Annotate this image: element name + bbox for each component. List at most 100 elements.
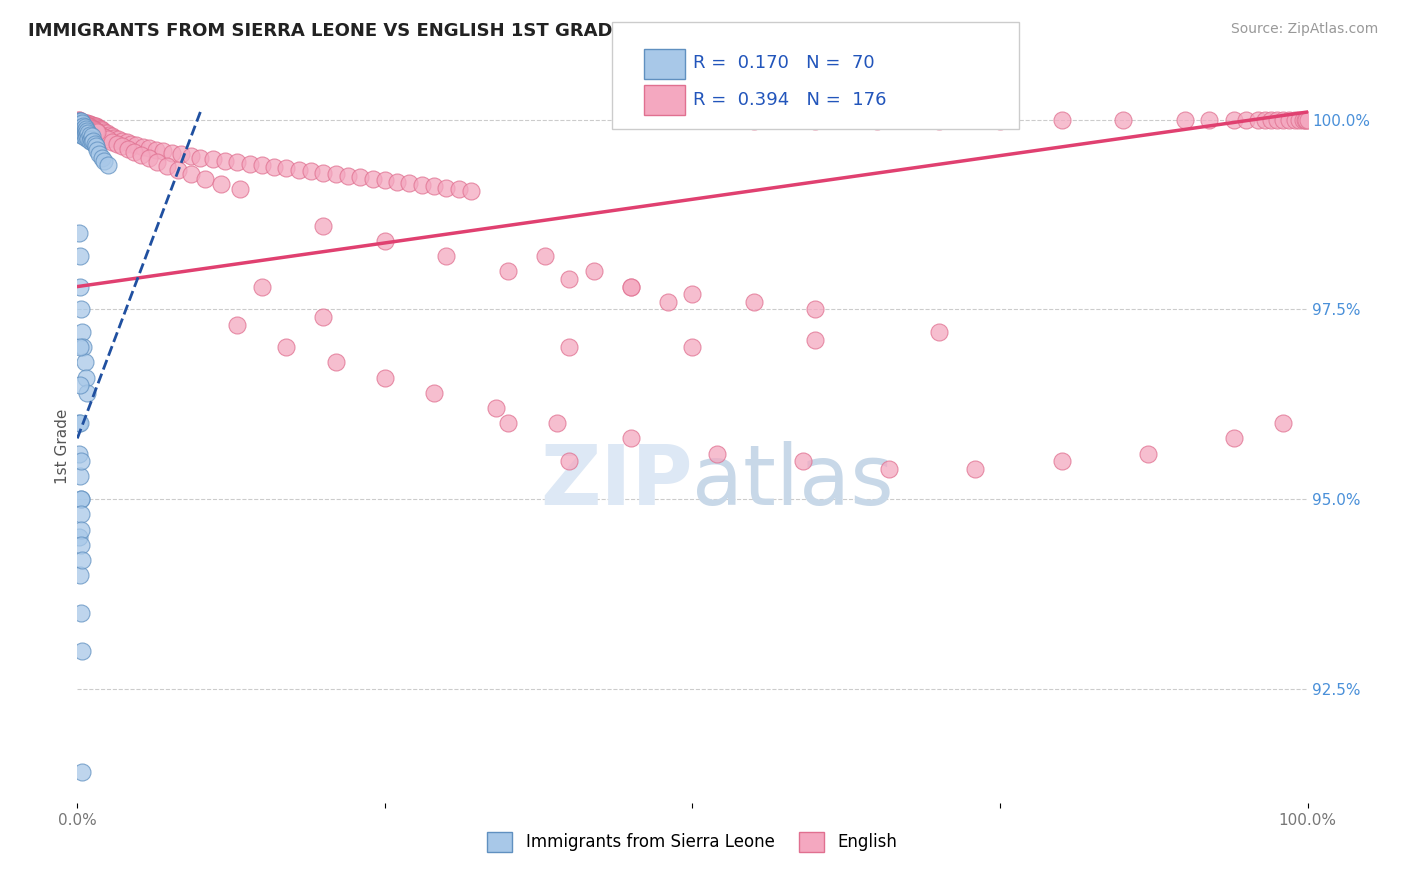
- Point: [67, 116, 90, 130]
- Point: [107, 132, 129, 146]
- Text: IMMIGRANTS FROM SIERRA LEONE VS ENGLISH 1ST GRADE CORRELATION CHART: IMMIGRANTS FROM SIERRA LEONE VS ENGLISH …: [28, 22, 846, 40]
- Text: R =  0.170   N =  70: R = 0.170 N = 70: [693, 54, 875, 72]
- Point: [67, 119, 90, 133]
- Point: [86, 120, 108, 135]
- Point: [103, 130, 125, 145]
- Point: [70, 325, 93, 339]
- Point: [1223, 113, 1246, 128]
- Point: [75, 126, 97, 140]
- Point: [96, 126, 118, 140]
- Point: [93, 125, 115, 139]
- Point: [180, 149, 202, 163]
- Point: [276, 340, 298, 354]
- Point: [138, 151, 160, 165]
- Point: [879, 462, 901, 476]
- Point: [117, 142, 139, 156]
- Text: ZIP: ZIP: [540, 442, 693, 522]
- Point: [111, 139, 132, 153]
- Point: [620, 431, 643, 445]
- Point: [70, 523, 93, 537]
- Point: [97, 132, 120, 146]
- Legend: Immigrants from Sierra Leone, English: Immigrants from Sierra Leone, English: [481, 825, 904, 859]
- Point: [82, 121, 104, 136]
- Point: [77, 120, 100, 135]
- Point: [75, 119, 97, 133]
- Point: [79, 128, 101, 142]
- Point: [928, 114, 950, 128]
- Point: [1260, 113, 1282, 128]
- Point: [75, 130, 97, 145]
- Point: [988, 114, 1011, 128]
- Point: [79, 120, 101, 135]
- Point: [67, 113, 90, 128]
- Point: [250, 158, 273, 172]
- Point: [73, 128, 96, 142]
- Point: [72, 340, 94, 354]
- Point: [82, 123, 104, 137]
- Point: [93, 130, 115, 145]
- Point: [86, 143, 108, 157]
- Point: [70, 492, 93, 507]
- Point: [70, 116, 93, 130]
- Point: [84, 139, 107, 153]
- Point: [83, 124, 105, 138]
- Point: [121, 136, 143, 151]
- Point: [70, 115, 93, 129]
- Point: [620, 279, 643, 293]
- Point: [69, 114, 91, 128]
- Point: [90, 123, 114, 137]
- Point: [928, 325, 950, 339]
- Point: [80, 118, 103, 132]
- Y-axis label: 1st Grade: 1st Grade: [55, 409, 70, 483]
- Point: [69, 568, 91, 582]
- Point: [337, 169, 360, 183]
- Point: [1253, 113, 1275, 128]
- Point: [76, 120, 98, 134]
- Point: [288, 162, 311, 177]
- Point: [1234, 113, 1257, 128]
- Point: [111, 134, 132, 148]
- Point: [70, 553, 93, 567]
- Point: [70, 302, 93, 317]
- Point: [70, 115, 93, 129]
- Point: [70, 120, 93, 135]
- Point: [1223, 431, 1246, 445]
- Point: [1174, 113, 1197, 128]
- Text: R =  0.394   N =  176: R = 0.394 N = 176: [693, 91, 887, 109]
- Point: [167, 162, 190, 177]
- Point: [73, 117, 96, 131]
- Point: [1112, 113, 1135, 128]
- Point: [180, 167, 202, 181]
- Point: [122, 145, 145, 160]
- Point: [411, 178, 433, 192]
- Point: [152, 145, 174, 159]
- Point: [170, 147, 193, 161]
- Point: [447, 182, 470, 196]
- Point: [201, 152, 224, 166]
- Point: [73, 124, 96, 138]
- Point: [70, 128, 93, 142]
- Point: [1278, 112, 1301, 127]
- Point: [188, 151, 212, 165]
- Point: [70, 128, 93, 142]
- Point: [226, 318, 249, 332]
- Point: [276, 161, 298, 176]
- Point: [70, 115, 93, 129]
- Point: [250, 279, 273, 293]
- Point: [79, 120, 101, 135]
- Point: [742, 114, 765, 128]
- Point: [583, 264, 606, 278]
- Point: [70, 115, 93, 129]
- Point: [75, 116, 97, 130]
- Point: [1296, 112, 1319, 127]
- Point: [214, 153, 236, 168]
- Point: [804, 114, 827, 128]
- Point: [70, 124, 93, 138]
- Point: [70, 116, 93, 130]
- Point: [374, 173, 396, 187]
- Point: [804, 302, 827, 317]
- Point: [73, 120, 96, 135]
- Point: [1136, 447, 1159, 461]
- Point: [67, 227, 90, 241]
- Text: Source: ZipAtlas.com: Source: ZipAtlas.com: [1230, 22, 1378, 37]
